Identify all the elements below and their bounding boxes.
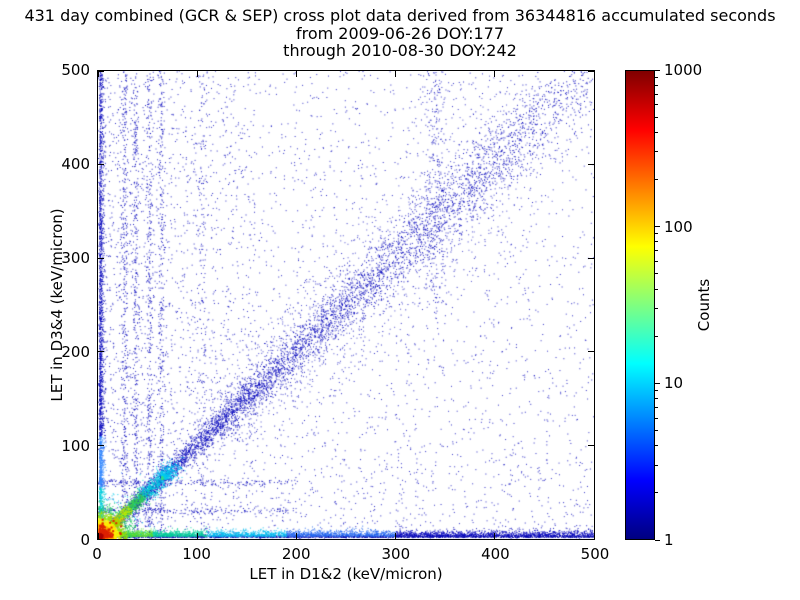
x-tick-mark	[494, 71, 496, 77]
y-tick-label: 400	[61, 155, 90, 173]
y-axis-label: LET in D3&4 (keV/micron)	[48, 208, 66, 402]
colorbar-minor-tick-mark	[655, 390, 658, 391]
colorbar-minor-tick-mark	[655, 93, 658, 95]
colorbar-tick-mark	[655, 382, 660, 384]
y-tick-mark	[588, 164, 594, 166]
x-tick-mark	[196, 71, 198, 77]
colorbar-minor-tick-mark	[655, 492, 658, 494]
x-tick-mark	[593, 71, 595, 77]
colorbar-minor-tick-mark	[655, 464, 658, 466]
scatter-canvas	[98, 71, 594, 539]
x-tick-label: 300	[381, 545, 411, 563]
colorbar-minor-tick-mark	[655, 445, 658, 447]
chart-subtitle-from: from 2009-06-26 DOY:177	[295, 24, 504, 43]
x-tick-mark	[395, 71, 397, 77]
x-tick-label: 0	[92, 545, 102, 563]
colorbar-minor-tick-mark	[655, 131, 658, 133]
colorbar-minor-tick-mark	[655, 417, 658, 419]
colorbar-minor-tick-mark	[655, 335, 658, 337]
colorbar-tick-mark	[655, 69, 660, 71]
x-tick-label: 200	[281, 545, 311, 563]
x-tick-mark	[196, 533, 198, 539]
colorbar-minor-tick-mark	[655, 241, 658, 243]
colorbar-label: Counts	[695, 278, 713, 332]
colorbar-minor-tick-mark	[655, 104, 658, 106]
y-tick-mark	[98, 444, 104, 446]
y-tick-label: 200	[61, 343, 90, 361]
y-tick-label: 100	[61, 437, 90, 455]
y-tick-mark	[98, 257, 104, 259]
colorbar-minor-tick-mark	[655, 407, 658, 409]
y-tick-mark	[98, 70, 104, 72]
colorbar-minor-tick-mark	[655, 273, 658, 275]
x-tick-mark	[97, 71, 99, 77]
y-tick-mark	[588, 538, 594, 540]
y-tick-label: 0	[80, 531, 90, 549]
colorbar-tick-mark	[655, 226, 660, 228]
colorbar-tick-label: 100	[664, 217, 693, 236]
x-tick-mark	[395, 533, 397, 539]
x-axis-label: LET in D1&2 (keV/micron)	[249, 565, 443, 583]
y-tick-mark	[98, 164, 104, 166]
plot-area	[97, 70, 595, 540]
y-tick-mark	[588, 444, 594, 446]
y-tick-mark	[588, 257, 594, 259]
x-tick-mark	[97, 533, 99, 539]
colorbar-minor-tick-mark	[655, 288, 658, 290]
x-tick-label: 500	[580, 545, 610, 563]
colorbar-minor-tick-mark	[655, 76, 658, 78]
colorbar-minor-tick-mark	[655, 260, 658, 262]
colorbar-minor-tick-mark	[655, 233, 658, 235]
x-tick-mark	[494, 533, 496, 539]
chart-title: 431 day combined (GCR & SEP) cross plot …	[24, 6, 776, 25]
colorbar-minor-tick-mark	[655, 151, 658, 153]
x-tick-mark	[295, 71, 297, 77]
x-tick-mark	[593, 533, 595, 539]
colorbar-tick-mark	[655, 539, 660, 541]
y-tick-label: 500	[61, 61, 90, 79]
x-tick-label: 100	[182, 545, 211, 563]
x-tick-label: 400	[481, 545, 510, 563]
y-tick-label: 300	[61, 249, 90, 267]
colorbar-tick-label: 1000	[664, 61, 703, 79]
y-tick-mark	[588, 70, 594, 72]
colorbar-gradient	[625, 70, 655, 540]
colorbar-tick-label: 10	[664, 374, 684, 393]
colorbar-tick-label: 1	[664, 531, 674, 549]
colorbar-minor-tick-mark	[655, 308, 658, 310]
x-tick-mark	[295, 533, 297, 539]
colorbar-minor-tick-mark	[655, 179, 658, 180]
colorbar-minor-tick-mark	[655, 429, 658, 431]
colorbar-minor-tick-mark	[655, 398, 658, 400]
chart-subtitle-through: through 2010-08-30 DOY:242	[283, 41, 517, 60]
y-tick-mark	[588, 351, 594, 353]
colorbar-minor-tick-mark	[655, 250, 658, 252]
colorbar-minor-tick-mark	[655, 116, 658, 118]
colorbar-minor-tick-mark	[655, 84, 658, 86]
y-tick-mark	[98, 538, 104, 540]
y-tick-mark	[98, 351, 104, 353]
